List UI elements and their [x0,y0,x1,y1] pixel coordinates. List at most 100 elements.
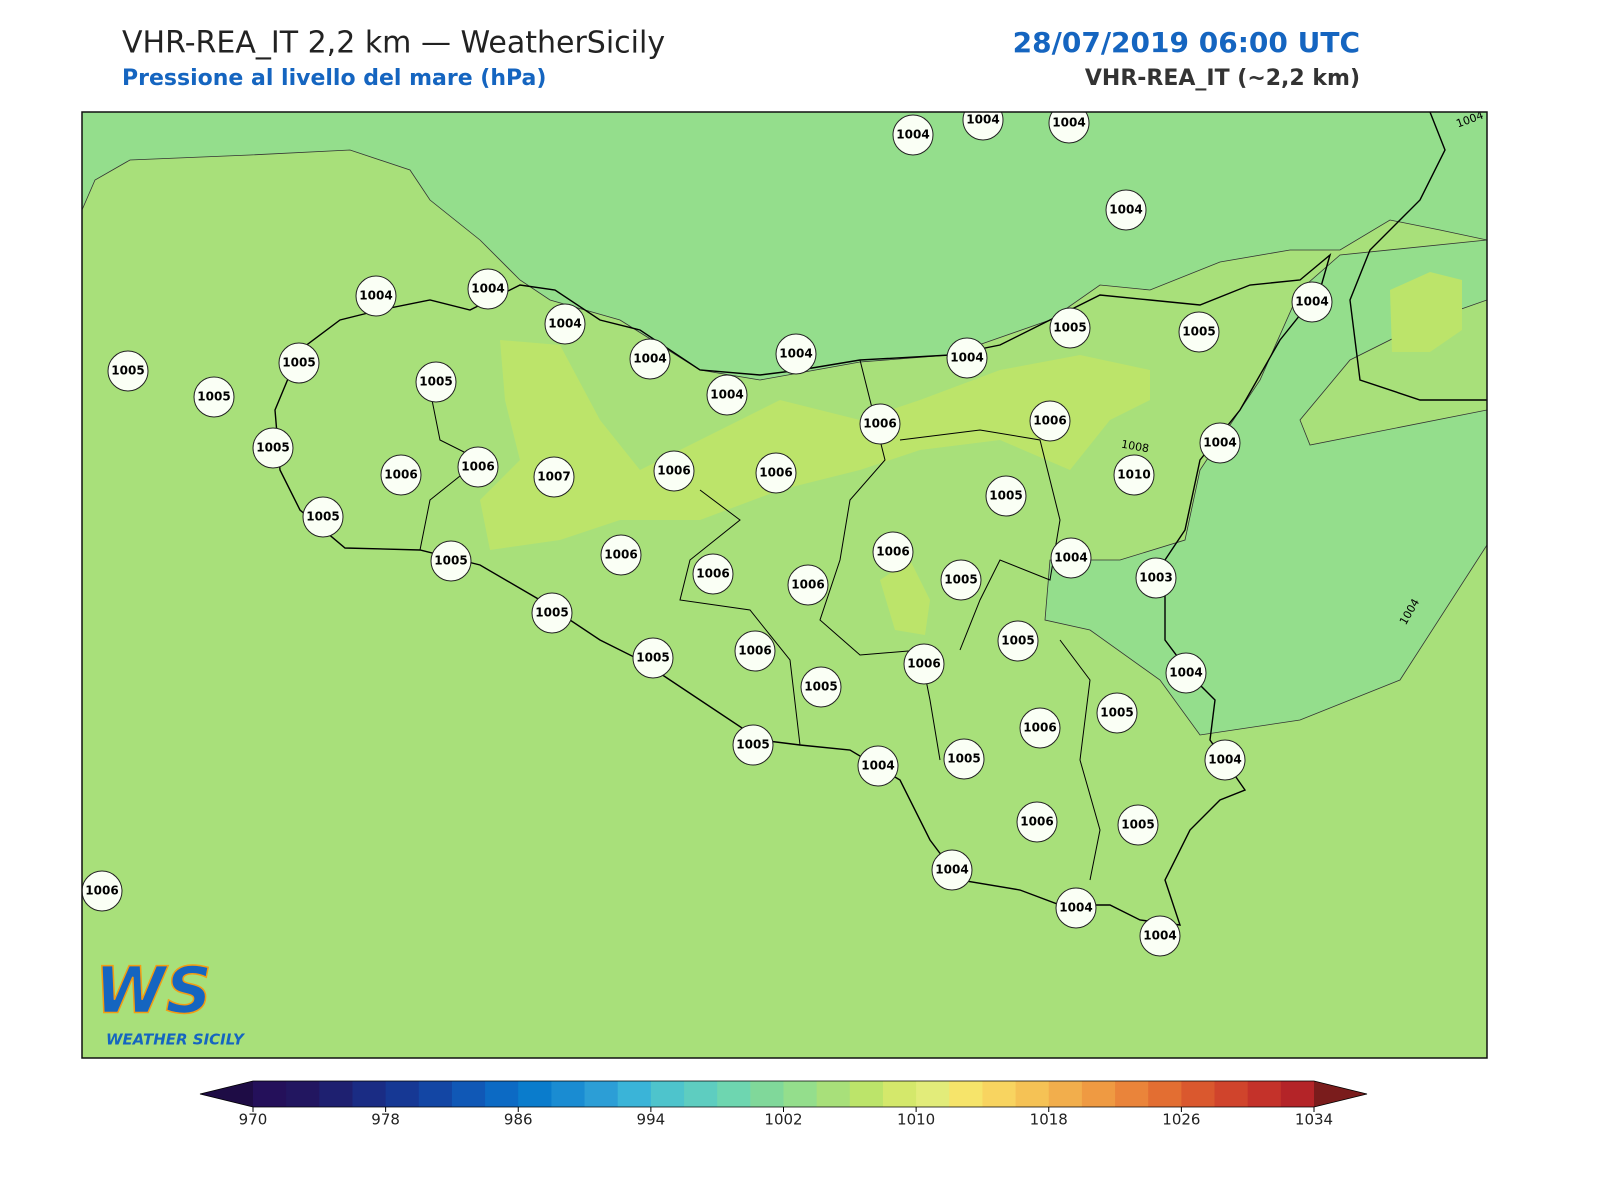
coastline [1349,112,1487,401]
station-value: 1006 [461,460,494,474]
station-marker [1178,311,1220,353]
station-value: 1004 [966,113,999,127]
colorbar-box [385,1081,420,1107]
colorbar-box [485,1081,519,1107]
colorbar-box [684,1081,718,1107]
station-value: 1004 [1169,666,1202,680]
colorbar-tick-label: 1010 [897,1111,935,1129]
station-value: 1005 [111,364,144,378]
station-value: 1004 [779,347,812,361]
station-marker [732,724,774,766]
station-value: 1005 [197,390,230,404]
station-marker [943,738,985,780]
station-marker [1049,307,1091,349]
colorbar-box [816,1081,851,1107]
station-marker [1135,557,1177,599]
station-marker [531,592,573,634]
station-value: 1006 [738,644,771,658]
model: VHR-REA_IT (~2,2 km) [1085,66,1360,91]
colorbar-box [1280,1081,1315,1107]
station-marker [1139,915,1181,957]
colorbar-box [1181,1081,1216,1107]
colorbar-box [352,1081,387,1107]
station-marker [1048,112,1090,144]
colorbar-tick-label: 986 [504,1111,533,1129]
station-value: 1005 [636,651,669,665]
colorbar-box [253,1081,287,1107]
station-value: 1004 [710,388,743,402]
station-value: 1006 [1020,815,1053,829]
station-value: 1006 [384,468,417,482]
colorbar-box [518,1081,552,1107]
station-value: 1007 [537,470,570,484]
colorbar-box [982,1081,1017,1107]
station-value: 1004 [935,863,968,877]
station-value: 1004 [861,759,894,773]
station-value: 1006 [907,657,940,671]
station-value: 1005 [434,554,467,568]
station-marker [600,534,642,576]
coastline [274,253,1332,926]
station-marker [734,630,776,672]
station-value: 1005 [947,752,980,766]
station-marker [997,620,1039,662]
station-marker [1016,801,1058,843]
station-marker [457,446,499,488]
station-value: 1005 [256,441,289,455]
colorbar-box [916,1081,950,1107]
station-marker [775,333,817,375]
station-marker [1055,887,1097,929]
station-value: 1006 [1023,721,1056,735]
colorbar-box [1048,1081,1083,1107]
station-value: 1005 [944,573,977,587]
logo-name: WEATHER SICILY [106,1031,246,1049]
station-value: 1004 [1109,203,1142,217]
station-marker [985,475,1027,517]
station-value: 1004 [1143,929,1176,943]
colorbar-over [1314,1081,1367,1107]
station-marker [1165,652,1207,694]
station-marker [1029,400,1071,442]
station-value: 1005 [989,489,1022,503]
station-value: 1005 [535,606,568,620]
station-value: 1004 [896,128,929,142]
contour-label: 1008 [1120,438,1150,456]
station-value: 1004 [1054,551,1087,565]
station-value: 1005 [282,356,315,370]
station-marker [430,540,472,582]
station-marker [903,643,945,685]
station-marker [1204,739,1246,781]
station-marker [193,376,235,418]
colorbar-box [750,1081,784,1107]
station-marker [859,403,901,445]
colorbar-box [1148,1081,1182,1107]
sea-field [82,112,1487,381]
subtitle: Pressione al livello del mare (hPa) [122,66,546,91]
station-value: 1004 [1203,436,1236,450]
colorbar-box [551,1081,586,1107]
logo-mark: WS [95,955,212,1029]
station-marker [1199,422,1241,464]
colorbar-box [617,1081,652,1107]
station-value: 1005 [804,680,837,694]
station-marker [533,456,575,498]
colorbar-box [1015,1081,1050,1107]
station-value: 1004 [1208,753,1241,767]
station-marker [380,454,422,496]
colorbar-box [1214,1081,1249,1107]
colorbar-tick-label: 978 [371,1111,400,1129]
station-marker [252,427,294,469]
station-marker [302,496,344,538]
station-marker [415,361,457,403]
high-pressure-area [880,560,930,635]
station-marker [692,553,734,595]
colorbar: 970 978 986 994 1002 1010 1018 1026 1034 [199,1080,1368,1129]
colorbar-box [1247,1081,1282,1107]
station-marker [755,452,797,494]
map-frame [81,111,1488,1059]
colorbar-box [1081,1081,1116,1107]
colorbar-tick-label: 1018 [1030,1111,1068,1129]
station-marker [931,849,973,891]
